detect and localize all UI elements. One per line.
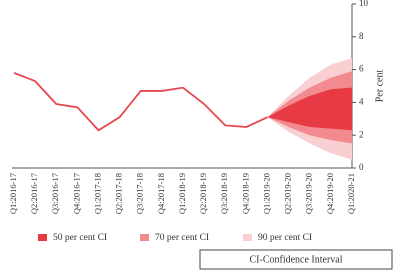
x-tick-label: Q2:2017-18 [114,173,124,214]
y-tick-label: 0 [359,162,364,172]
legend-label: 50 per cent CI [53,233,107,243]
y-tick-label: 8 [359,31,364,41]
x-tick-label: Q3:2016-17 [50,173,60,214]
y-tick-label: 6 [359,64,364,74]
legend-swatch [140,234,149,241]
y-tick-label: 4 [359,96,364,106]
legend-label: 70 per cent CI [155,233,209,243]
line [13,72,268,132]
x-tick-label: Q2:2016-17 [29,173,39,214]
ci-band [267,87,352,131]
legend-label: 90 per cent CI [258,233,312,243]
x-tick-label: Q4:2016-17 [71,173,81,214]
note-box [199,249,393,270]
x-tick-label: Q1:2017-18 [92,173,102,214]
x-tick-label: Q2:2018-19 [198,173,208,214]
y-axis-label: Per cent [374,70,385,103]
y-tick-label: 10 [359,0,369,8]
x-tick-label: Q1:2020-21 [346,173,356,214]
note: CI-Confidence Interval [249,254,342,265]
x-tick-label: Q3:2017-18 [135,173,145,214]
x-tick-label: Q1:2019-20 [261,173,271,214]
y-tick-label: 2 [359,129,364,139]
x-tick-label: Q1:2016-17 [8,173,18,214]
x-tick-label: Q3:2019-20 [304,173,314,214]
legend-swatch [38,234,47,241]
legend-swatch [243,234,252,241]
x-tick-label: Q3:2018-19 [219,173,229,214]
x-tick-label: Q4:2017-18 [156,173,166,214]
x-tick-label: Q4:2018-19 [240,173,250,214]
x-tick-label: Q4:2019-20 [325,173,335,214]
x-tick-label: Q2:2019-20 [283,173,293,214]
x-tick-label: Q1:2018-19 [177,173,187,214]
